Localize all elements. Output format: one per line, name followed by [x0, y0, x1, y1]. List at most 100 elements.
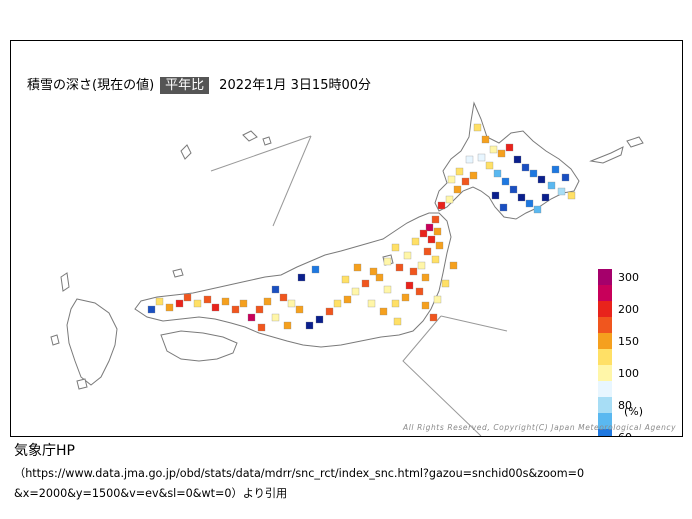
legend-swatch [598, 333, 612, 349]
legend-label: 150 [618, 335, 639, 348]
station-marker [383, 257, 392, 266]
station-marker [433, 227, 442, 236]
station-marker [485, 161, 494, 170]
station-marker [247, 313, 256, 322]
station-marker [287, 299, 296, 308]
station-marker [279, 293, 288, 302]
legend-label: 200 [618, 303, 639, 316]
title-text: 積雪の深さ(現在の値) [27, 78, 155, 93]
legend-swatch [598, 429, 612, 436]
station-marker [341, 275, 350, 284]
goto-islands [50, 334, 60, 346]
guide-line [272, 135, 312, 227]
station-marker [491, 191, 500, 200]
station-marker [455, 167, 464, 176]
station-marker [165, 303, 174, 312]
station-marker [353, 263, 362, 272]
station-marker [405, 281, 414, 290]
station-marker [411, 237, 420, 246]
island [76, 378, 88, 390]
station-marker [423, 247, 432, 256]
station-marker [271, 285, 280, 294]
station-marker [425, 223, 434, 232]
map-title: 積雪の深さ(現在の値) 平年比 2022年1月 3日15時00分 [27, 74, 371, 94]
station-marker [311, 265, 320, 274]
japan-map [50, 101, 644, 436]
station-marker [305, 321, 314, 330]
legend-swatch [598, 301, 612, 317]
station-marker [155, 297, 164, 306]
legend-swatch [598, 269, 612, 285]
station-marker [431, 215, 440, 224]
station-marker [525, 199, 534, 208]
station-marker [367, 299, 376, 308]
station-marker [383, 285, 392, 294]
station-marker [419, 229, 428, 238]
station-marker [147, 305, 156, 314]
station-marker [325, 307, 334, 316]
guide-line [402, 315, 482, 436]
legend-swatch [598, 285, 612, 301]
ratio-badge: 平年比 [160, 77, 210, 94]
station-marker [417, 261, 426, 270]
station-marker [429, 313, 438, 322]
legend-swatch [598, 397, 612, 413]
tsushima-island [60, 272, 70, 292]
station-marker [517, 193, 526, 202]
station-marker [501, 177, 510, 186]
station-marker [435, 241, 444, 250]
legend-swatch [598, 317, 612, 333]
station-marker [433, 295, 442, 304]
legend-swatch [598, 413, 612, 429]
station-marker [547, 181, 556, 190]
station-marker [561, 173, 570, 182]
station-marker [231, 305, 240, 314]
oki-islands [172, 268, 184, 278]
station-marker [505, 143, 514, 152]
station-marker [521, 163, 530, 172]
shikoku-shape [160, 330, 238, 362]
station-marker [391, 243, 400, 252]
station-marker [551, 165, 560, 174]
station-marker [489, 145, 498, 154]
station-marker [391, 299, 400, 308]
station-marker [361, 279, 370, 288]
station-marker [473, 123, 482, 132]
station-marker [415, 287, 424, 296]
station-marker [557, 187, 566, 196]
legend-label: 80 [618, 399, 632, 412]
legend-swatch [598, 349, 612, 365]
station-marker [441, 279, 450, 288]
station-marker [437, 201, 446, 210]
station-marker [333, 299, 342, 308]
station-marker [203, 295, 212, 304]
station-marker [533, 205, 542, 214]
station-marker [481, 135, 490, 144]
guide-line [440, 315, 508, 332]
station-marker [461, 177, 470, 186]
station-marker [431, 255, 440, 264]
station-marker [453, 185, 462, 194]
station-marker [271, 313, 280, 322]
station-marker [509, 185, 518, 194]
legend-label: 300 [618, 271, 639, 284]
station-marker [513, 155, 522, 164]
kuril-island [626, 136, 644, 148]
station-marker [469, 171, 478, 180]
station-marker [343, 295, 352, 304]
kuril-island [589, 146, 624, 164]
station-marker [449, 261, 458, 270]
station-marker [375, 273, 384, 282]
station-marker [193, 299, 202, 308]
source-title: 気象庁HP [14, 443, 75, 459]
station-marker [499, 203, 508, 212]
station-marker [401, 293, 410, 302]
kyushu-shape [66, 298, 118, 386]
legend-swatch [598, 365, 612, 381]
station-marker [257, 323, 266, 332]
station-marker [529, 169, 538, 178]
station-marker [379, 307, 388, 316]
station-marker [493, 169, 502, 178]
island [262, 136, 272, 146]
guide-line [210, 135, 312, 172]
